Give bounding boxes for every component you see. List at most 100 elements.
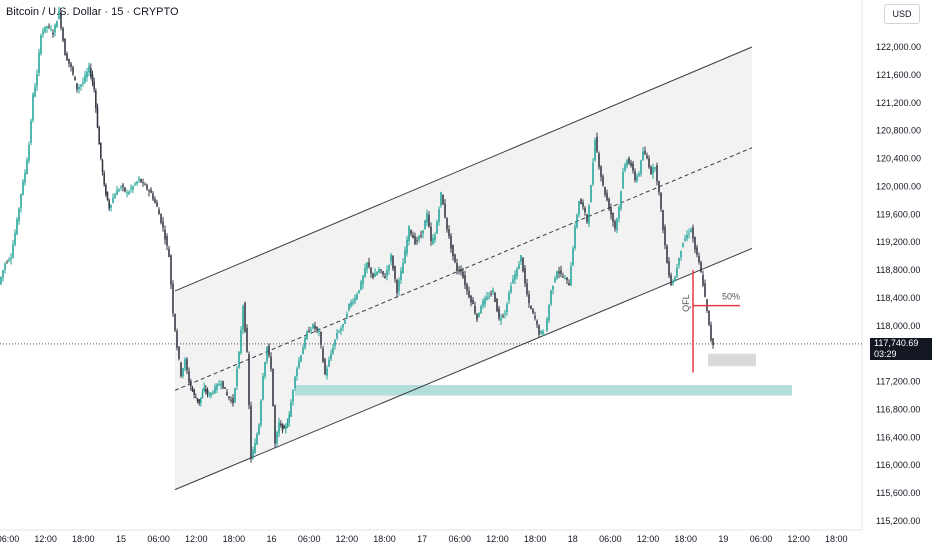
candle-body — [526, 283, 528, 295]
candle-body — [228, 396, 230, 398]
candle-body — [474, 305, 476, 314]
candle-body — [108, 200, 110, 209]
candle-body — [540, 331, 542, 334]
candle-body — [694, 237, 696, 250]
candle-body — [148, 190, 150, 192]
candle-body — [60, 12, 62, 28]
candle-body — [508, 292, 510, 301]
candle-body — [0, 276, 2, 285]
candle-body — [480, 306, 482, 314]
candle-body — [208, 394, 210, 396]
candle-body — [450, 235, 452, 249]
candle-body — [52, 32, 54, 35]
candle-body — [590, 185, 592, 203]
x-tick-label: 06:00 — [750, 534, 773, 544]
candle-body — [488, 296, 490, 298]
candle-body — [650, 166, 652, 174]
candle-body — [476, 313, 478, 320]
candle-body — [274, 405, 276, 444]
candle-body — [186, 359, 188, 371]
candle-body — [684, 238, 686, 241]
candle-body — [220, 383, 222, 386]
candle-body — [422, 230, 424, 234]
candle-body — [384, 276, 386, 279]
candle-body — [174, 313, 176, 331]
candle-body — [346, 313, 348, 318]
candle-body — [344, 320, 346, 324]
candle-body — [608, 199, 610, 209]
candle-body — [248, 354, 250, 406]
currency-button[interactable]: USD — [884, 4, 920, 24]
candle-body — [24, 172, 26, 183]
candle-body — [242, 305, 244, 330]
candle-body — [580, 199, 582, 205]
candle-body — [548, 305, 550, 320]
demand-zone — [295, 385, 792, 396]
candle-body — [44, 26, 46, 32]
candle-body — [110, 204, 112, 209]
candle-body — [486, 296, 488, 300]
candle-body — [516, 268, 518, 277]
candle-body — [154, 199, 156, 203]
candle-body — [360, 282, 362, 290]
candle-body — [594, 139, 596, 161]
candle-body — [478, 312, 480, 317]
x-tick-label: 12:00 — [787, 534, 810, 544]
candle-body — [74, 76, 76, 81]
candle-body — [682, 242, 684, 248]
candle-body — [408, 226, 410, 242]
candle-body — [692, 227, 694, 239]
candle-body — [454, 254, 456, 263]
candle-body — [338, 331, 340, 333]
candle-body — [494, 292, 496, 302]
candle-body — [666, 245, 668, 264]
candle-body — [582, 202, 584, 207]
candle-body — [532, 308, 534, 313]
x-tick-label: 06:00 — [599, 534, 622, 544]
candle-body — [283, 426, 285, 429]
candle-body — [558, 271, 560, 274]
candle-body — [406, 239, 408, 254]
candle-body — [496, 298, 498, 312]
candle-body — [256, 434, 258, 445]
candle-body — [246, 327, 248, 352]
candle-body — [40, 35, 42, 54]
y-tick-label: 119,600.00 — [876, 209, 920, 219]
y-tick-label: 118,800.00 — [876, 265, 920, 275]
candle-body — [442, 194, 444, 205]
x-tick-label: 12:00 — [486, 534, 509, 544]
candle-body — [702, 274, 704, 286]
candle-body — [222, 380, 224, 389]
candle-body — [26, 159, 28, 174]
candle-body — [428, 214, 430, 227]
candle-body — [206, 389, 209, 394]
candle-body — [178, 346, 180, 359]
candle-body — [574, 226, 576, 249]
candle-body — [680, 250, 682, 258]
candle-body — [103, 173, 105, 185]
candle-body — [378, 269, 380, 273]
y-tick-label: 122,000.00 — [876, 42, 921, 52]
candle-body — [324, 359, 326, 375]
candle-body — [356, 294, 358, 300]
y-tick-label: 116,400.00 — [876, 432, 920, 442]
candle-body — [446, 217, 448, 230]
candle-body — [82, 81, 84, 84]
candle-body — [404, 249, 406, 264]
candle-body — [270, 356, 272, 370]
candle-body — [254, 443, 256, 454]
candle-body — [444, 203, 446, 218]
candle-body — [382, 270, 384, 275]
candle-body — [426, 213, 428, 223]
candle-body — [300, 355, 302, 362]
candle-body — [54, 24, 56, 33]
candle-body — [78, 87, 80, 90]
candle-body — [166, 236, 168, 246]
candle-body — [348, 303, 350, 310]
candle-body — [632, 163, 634, 171]
candle-body — [472, 299, 474, 305]
candle-body — [410, 230, 412, 235]
candle-body — [504, 313, 506, 315]
candle-body — [528, 294, 530, 304]
